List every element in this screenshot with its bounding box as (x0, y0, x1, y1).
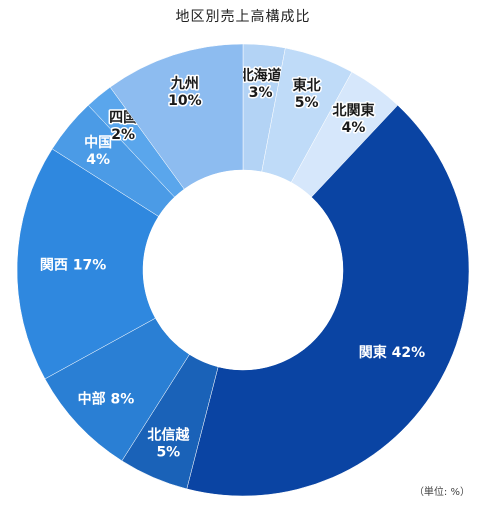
slice-label-5: 中部 8% (78, 391, 135, 408)
slice-label-3: 関東 42% (359, 344, 425, 361)
chart-title: 地区別売上高構成比 (175, 9, 311, 25)
slice-value-label-1: 5% (295, 95, 319, 111)
slice-value-label-8: 2% (111, 127, 135, 143)
slice-category-label-0: 北海道 (240, 67, 282, 84)
slice-value-label-7: 4% (86, 152, 110, 168)
slice-category-label-1: 東北 (293, 77, 321, 94)
slice-value-label-2: 4% (342, 120, 366, 136)
donut-hole (143, 170, 343, 370)
slice-label-6: 関西 17% (40, 258, 106, 274)
slice-category-label-9: 九州 (170, 76, 199, 92)
slice-category-label-4: 北信越 (147, 427, 190, 444)
slice-value-label-4: 5% (156, 445, 180, 461)
slice-value-label-9: 10% (168, 93, 202, 109)
slice-category-label-7: 中国 (84, 134, 112, 151)
unit-note: （単位: %） (413, 487, 470, 498)
slice-category-label-2: 北関東 (333, 102, 375, 119)
slice-value-label-0: 3% (249, 85, 273, 101)
